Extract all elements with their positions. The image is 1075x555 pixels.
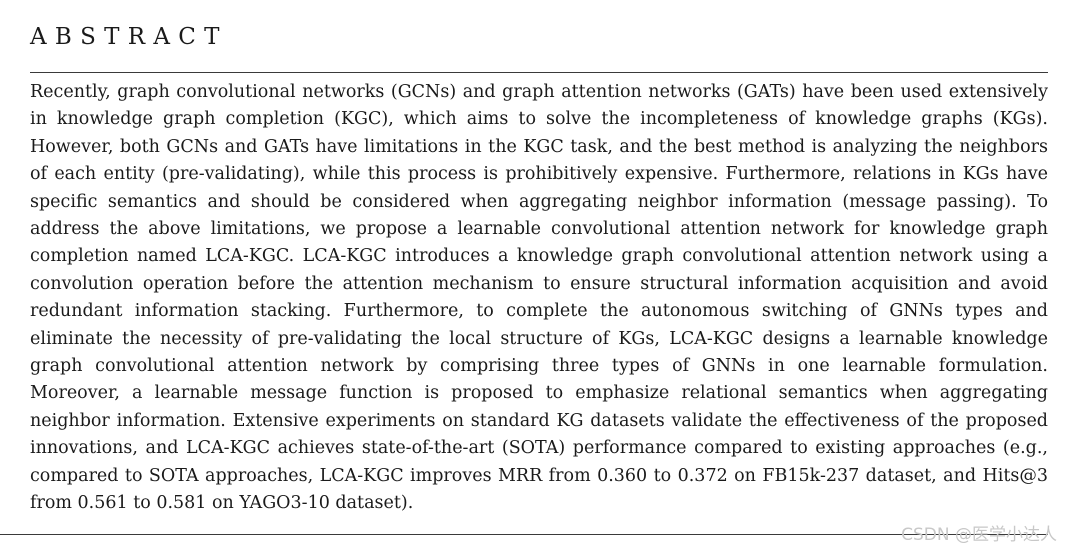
- footer-divider: [0, 534, 1048, 535]
- heading-divider: [30, 72, 1048, 73]
- watermark: CSDN @医学小达人: [901, 525, 1057, 545]
- abstract-heading: ABSTRACT: [30, 24, 228, 50]
- abstract-text: Recently, graph convolutional networks (…: [30, 82, 1048, 514]
